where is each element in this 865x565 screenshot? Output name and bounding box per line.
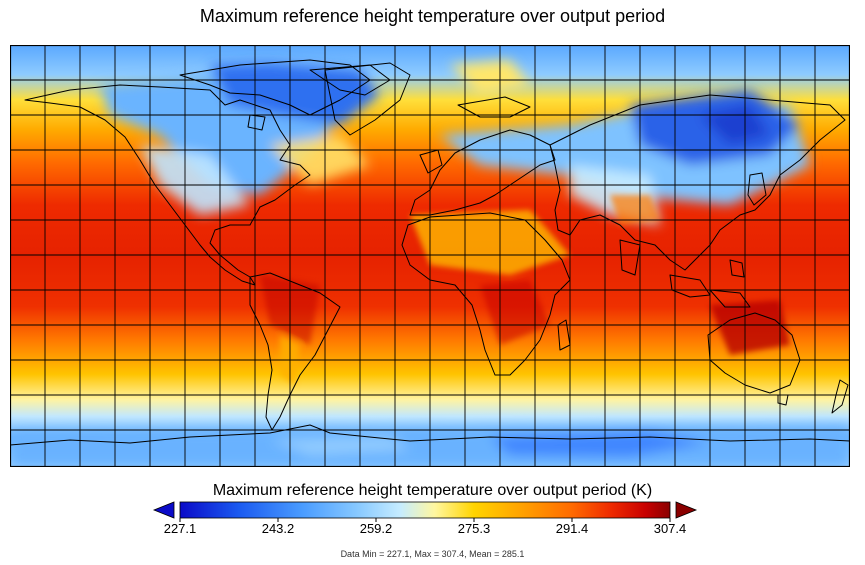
- map-border: [10, 45, 850, 467]
- colorbar-tick-label: 227.1: [163, 521, 197, 536]
- temperature-map[interactable]: [10, 45, 850, 467]
- colorbar-ticks: [179, 518, 671, 522]
- hot-regions: [260, 195, 790, 385]
- colorbar-tick-label: 275.3: [457, 521, 491, 536]
- colorbar-tick-label: 291.4: [555, 521, 589, 536]
- data-stats: Data Min = 227.1, Max = 307.4, Mean = 28…: [340, 549, 525, 559]
- colorbar-min-arrow: [152, 501, 175, 519]
- graticule: [10, 45, 850, 467]
- map-title: Maximum reference height temperature ove…: [199, 6, 666, 26]
- colorbar: [152, 501, 698, 522]
- coastlines: [10, 59, 850, 446]
- colorbar-tick-label: 259.2: [359, 521, 393, 536]
- colorbar-tick-label: 243.2: [261, 521, 295, 536]
- colorbar-tick-label: 307.4: [653, 521, 687, 536]
- colorbar-max-arrow: [675, 501, 698, 519]
- colorbar-title: Maximum reference height temperature ove…: [212, 482, 653, 499]
- colorbar-gradient: [179, 501, 671, 519]
